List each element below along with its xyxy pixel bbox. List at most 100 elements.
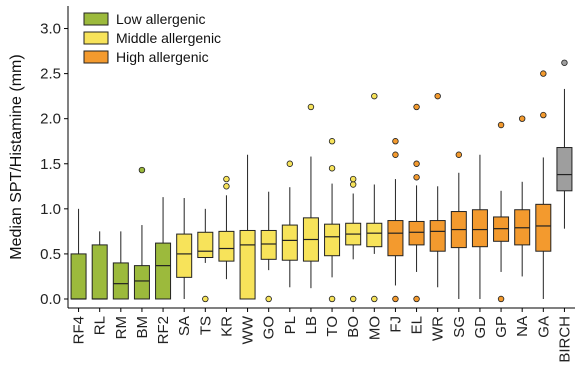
outlier-point xyxy=(413,160,420,167)
outlier-point xyxy=(540,111,547,119)
box-iqr xyxy=(408,220,425,246)
outlier-point xyxy=(413,103,420,111)
outlier-point xyxy=(561,59,568,66)
outlier-point xyxy=(223,175,230,183)
x-tick-label: GA xyxy=(535,316,552,338)
box-to xyxy=(324,138,341,303)
outlier-point xyxy=(223,183,230,190)
x-tick-label: TO xyxy=(324,316,341,337)
x-tick-label: NA xyxy=(514,316,531,337)
box-iqr xyxy=(197,231,214,259)
box-iqr xyxy=(155,242,172,300)
x-tick-label: RF2 xyxy=(155,316,172,344)
x-tick-label: RL xyxy=(92,316,109,335)
box-iqr xyxy=(535,203,552,252)
box-iqr xyxy=(556,147,573,192)
box-ga xyxy=(535,70,552,299)
box-na xyxy=(514,115,531,277)
x-tick-label: BIRCH xyxy=(556,316,573,363)
legend-label: High allergenic xyxy=(116,49,209,65)
x-tick-label: PL xyxy=(282,316,299,334)
outlier-point xyxy=(518,115,526,122)
box-lb xyxy=(302,103,319,289)
y-tick-label: 0.0 xyxy=(40,291,61,308)
outlier-point xyxy=(265,295,272,303)
legend-swatch xyxy=(83,12,109,26)
box-iqr xyxy=(429,220,446,252)
box-iqr xyxy=(70,253,87,300)
box-iqr xyxy=(176,233,193,278)
box-birch xyxy=(556,59,573,229)
outlier-point xyxy=(202,295,209,303)
y-tick-label: 1.0 xyxy=(40,201,61,218)
legend-item: High allergenic xyxy=(83,49,209,65)
box-iqr xyxy=(260,229,277,260)
box-iqr xyxy=(281,224,298,261)
box-gp xyxy=(493,121,510,303)
x-tick-label: RF4 xyxy=(71,316,88,344)
box-bm xyxy=(133,166,150,300)
x-tick-label: RM xyxy=(113,316,130,339)
legend-swatch xyxy=(83,50,109,64)
legend-swatch xyxy=(83,31,109,45)
x-tick-label: LB xyxy=(303,316,320,334)
outlier-point xyxy=(497,121,505,129)
y-tick-label: 3.0 xyxy=(40,21,61,38)
y-tick-label: 0.5 xyxy=(40,246,61,263)
box-iqr xyxy=(387,220,404,257)
x-axis: RF4 RL RM BM RF2 SA TS KR WW GO PL LB TO BO MO FJ EL WR SG… xyxy=(68,307,575,363)
box-iqr xyxy=(133,265,150,300)
box-ts xyxy=(197,208,214,303)
outlier-point xyxy=(455,151,463,158)
outlier-point xyxy=(392,295,399,303)
box-rf2 xyxy=(155,197,172,300)
outlier-point xyxy=(413,295,420,303)
box-gd xyxy=(471,154,488,299)
box-rm xyxy=(112,231,129,300)
outlier-point xyxy=(434,92,441,100)
box-iqr xyxy=(324,223,341,257)
outlier-point xyxy=(328,138,336,145)
box-go xyxy=(260,191,277,303)
legend-item: Low allergenic xyxy=(83,11,206,27)
x-tick-label: FJ xyxy=(387,316,404,333)
outlier-point xyxy=(286,160,294,167)
x-tick-label: WR xyxy=(430,316,447,341)
box-ww xyxy=(239,154,256,300)
legend-label: Middle allergenic xyxy=(116,30,221,46)
box-bo xyxy=(345,175,362,303)
outlier-point xyxy=(328,165,336,172)
box-iqr xyxy=(112,262,129,300)
box-pl xyxy=(281,160,298,288)
box-iqr xyxy=(239,229,256,300)
x-tick-label: WW xyxy=(240,315,257,344)
outlier-point xyxy=(307,103,315,111)
x-tick-label: TS xyxy=(197,316,214,335)
x-tick-label: EL xyxy=(409,316,426,334)
outlier-point xyxy=(392,151,399,158)
box-iqr xyxy=(471,209,488,248)
outlier-point xyxy=(392,138,399,145)
box-kr xyxy=(218,175,235,280)
box-wr xyxy=(429,92,446,288)
y-tick-label: 2.0 xyxy=(40,111,61,128)
box-iqr xyxy=(366,222,383,248)
legend-label: Low allergenic xyxy=(116,11,206,27)
outlier-point xyxy=(349,181,357,188)
x-tick-label: GD xyxy=(472,316,489,339)
legend: Low allergenic Middle allergenic High alle… xyxy=(83,11,221,65)
box-rl xyxy=(91,231,108,300)
box-sa xyxy=(176,198,193,299)
y-tick-label: 2.5 xyxy=(40,66,61,83)
y-axis-title: Median SPT/Histamine (mm) xyxy=(8,54,25,259)
legend-item: Middle allergenic xyxy=(83,30,221,46)
box-iqr xyxy=(91,244,108,300)
box-sg xyxy=(450,151,467,299)
box-el xyxy=(408,103,425,303)
box-fj xyxy=(387,138,404,303)
box-iqr xyxy=(218,230,235,262)
boxes-layer xyxy=(70,59,573,303)
y-axis: 0.0 0.5 1.0 1.5 2.0 2.5 3.0 xyxy=(40,6,69,308)
outlier-point xyxy=(371,295,378,303)
